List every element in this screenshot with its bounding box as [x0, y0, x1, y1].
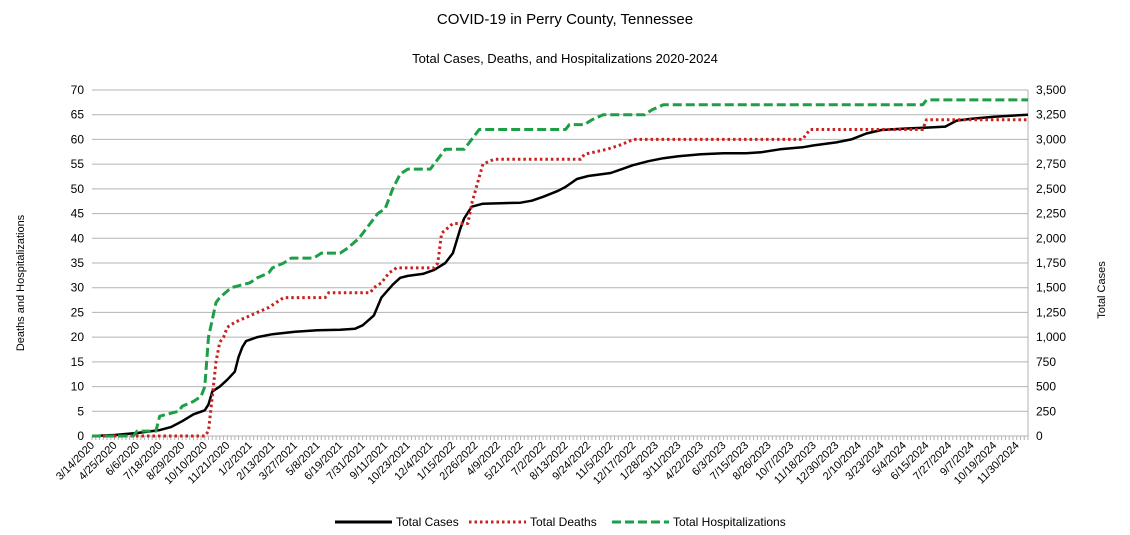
gridlines — [92, 89, 1029, 437]
legend-label: Total Cases — [396, 515, 459, 529]
y-tick-label-left: 50 — [71, 182, 85, 196]
y-axis-right-label: Total Cases — [1096, 261, 1108, 319]
y-tick-label-right: 2,750 — [1036, 157, 1066, 171]
y-tick-label-right: 250 — [1036, 404, 1056, 418]
series-line-total-cases — [91, 113, 1029, 438]
y-tick-label-right: 1,000 — [1036, 330, 1066, 344]
series-line-total-deaths — [92, 118, 1028, 438]
y-tick-label-left: 15 — [71, 355, 85, 369]
y-tick-label-left: 65 — [71, 108, 85, 122]
y-tick-label-right: 2,500 — [1036, 182, 1066, 196]
y-tick-label-left: 25 — [71, 305, 85, 319]
y-tick-label-left: 10 — [71, 380, 85, 394]
legend: Total Cases Total Deaths Total Hospitaliza… — [335, 515, 786, 529]
y-tick-label-left: 5 — [77, 404, 84, 418]
legend-label: Total Hospitalizations — [673, 515, 786, 529]
chart-subtitle: Total Cases, Deaths, and Hospitalization… — [412, 51, 718, 66]
chart-title: COVID-19 in Perry County, Tennessee — [437, 11, 693, 28]
y-tick-label-left: 40 — [71, 231, 85, 245]
y-tick-label-right: 750 — [1036, 355, 1056, 369]
y-tick-label-right: 0 — [1036, 429, 1043, 443]
y-tick-label-left: 60 — [71, 132, 85, 146]
legend-label: Total Deaths — [530, 515, 597, 529]
y-tick-label-left: 45 — [71, 207, 85, 221]
y-tick-label-left: 30 — [71, 281, 85, 295]
y-tick-label-right: 3,500 — [1036, 83, 1066, 97]
y-tick-label-left: 70 — [71, 83, 85, 97]
y-tick-label-right: 500 — [1036, 380, 1056, 394]
y-tick-label-right: 1,250 — [1036, 305, 1066, 319]
y-tick-label-left: 55 — [71, 157, 85, 171]
y-tick-label-right: 2,250 — [1036, 207, 1066, 221]
series-lines — [91, 98, 1029, 438]
y-tick-label-right: 2,000 — [1036, 231, 1066, 245]
y-tick-label-left: 35 — [71, 256, 85, 270]
y-tick-label-right: 1,500 — [1036, 281, 1066, 295]
y-tick-label-right: 1,750 — [1036, 256, 1066, 270]
series-line-total-hospitalizations — [92, 98, 1028, 438]
y-tick-label-left: 0 — [77, 429, 84, 443]
y-tick-label-left: 20 — [71, 330, 85, 344]
y-tick-label-right: 3,000 — [1036, 132, 1066, 146]
y-tick-label-right: 3,250 — [1036, 108, 1066, 122]
axis-ticks: 0 0 5 250 10 500 15 750 20 1,000 25 1,250 30 1,500 35 1… — [54, 83, 1066, 487]
y-axis-left-label: Deaths and Hospitalizations — [15, 214, 27, 351]
